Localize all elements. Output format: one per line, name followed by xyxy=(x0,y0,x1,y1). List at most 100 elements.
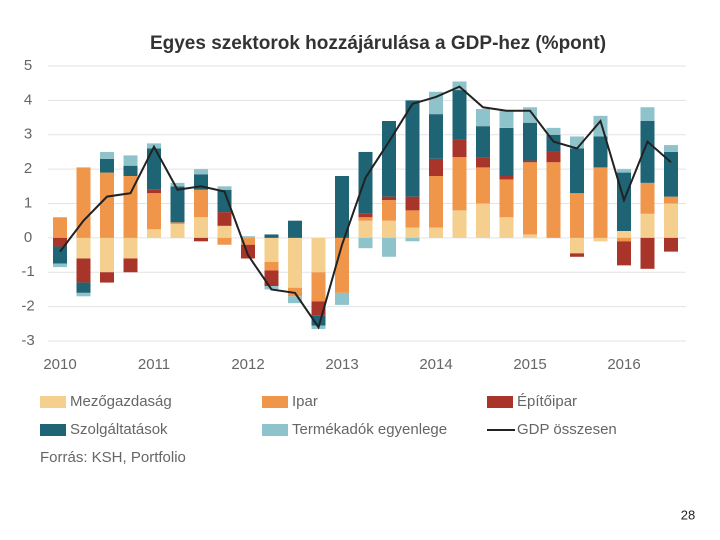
bar-segment xyxy=(194,189,208,218)
bar-segment xyxy=(194,169,208,175)
x-tick-label: 2012 xyxy=(231,356,264,373)
bar-segment xyxy=(499,176,514,180)
bar-segment xyxy=(53,246,67,264)
bar-segment xyxy=(664,151,678,197)
bar-segment xyxy=(429,227,443,238)
y-tick-label: -1 xyxy=(21,263,34,280)
bar-segment xyxy=(335,292,349,305)
x-tick-label: 2013 xyxy=(325,356,358,373)
y-tick-label: 1 xyxy=(24,194,32,211)
bar-segment xyxy=(288,220,302,238)
bar-segment xyxy=(570,253,584,257)
bar-segment xyxy=(264,234,279,238)
bar-segment xyxy=(405,210,420,228)
x-tick-label: 2011 xyxy=(138,356,170,373)
bar-segment xyxy=(523,160,537,163)
bar-segment xyxy=(147,229,161,238)
bar-segment xyxy=(123,155,138,166)
bar-segment xyxy=(358,217,373,221)
bar-segment xyxy=(264,237,279,262)
bar-segment xyxy=(170,186,185,223)
bar-segment xyxy=(76,237,91,259)
bar-segment xyxy=(264,270,279,286)
x-tick-label: 2015 xyxy=(513,356,546,373)
bar-segment xyxy=(288,296,302,304)
bar-segment xyxy=(499,127,514,176)
bar-segment xyxy=(147,189,161,194)
bar-segment xyxy=(664,237,678,252)
bar-segment xyxy=(593,167,608,238)
bar-segment xyxy=(570,237,584,254)
bar-segment xyxy=(382,121,396,197)
legend-label: GDP összesen xyxy=(517,421,617,438)
x-tick-label: 2014 xyxy=(419,356,452,373)
bar-segment xyxy=(123,237,138,259)
bar-segment xyxy=(664,203,678,238)
bar-segment xyxy=(405,100,420,197)
bar-segment xyxy=(264,261,279,271)
y-tick-label: 0 xyxy=(24,229,32,246)
bar-segment xyxy=(640,182,655,214)
bar-segment xyxy=(311,315,326,326)
bar-segment xyxy=(335,237,349,293)
bar-segment xyxy=(76,292,91,297)
bar-segment xyxy=(217,237,232,245)
y-tick-label: 3 xyxy=(24,126,32,143)
bar-segment xyxy=(123,165,138,176)
bar-segment xyxy=(452,139,467,158)
bar-segment xyxy=(429,114,443,159)
bar-segment xyxy=(593,136,608,168)
page-number: 28 xyxy=(681,507,695,522)
bar-segment xyxy=(100,172,114,238)
legend-swatch xyxy=(262,424,288,436)
bar-segment xyxy=(358,237,373,249)
y-tick-label: 2 xyxy=(24,160,32,177)
bar-segment xyxy=(617,169,631,173)
bar-segment xyxy=(640,237,655,269)
bar-segment xyxy=(499,110,514,128)
chart-title: Egyes szektorok hozzájárulása a GDP-hez … xyxy=(150,33,606,54)
bar-segment xyxy=(358,213,373,218)
bar-segment xyxy=(100,151,114,159)
bar-segment xyxy=(570,193,584,238)
bar-segment xyxy=(358,220,373,238)
y-tick-label: 4 xyxy=(24,91,32,108)
bar-segment xyxy=(523,162,537,235)
x-tick-label: 2016 xyxy=(607,356,640,373)
bar-segment xyxy=(640,213,655,238)
bar-segment xyxy=(452,210,467,238)
bar-segment xyxy=(311,237,326,273)
bar-segment xyxy=(452,90,467,140)
bar-segment xyxy=(664,196,678,204)
legend-label: Építőipar xyxy=(517,393,577,410)
legend-swatch xyxy=(487,396,513,408)
bar-segment xyxy=(217,186,232,190)
bar-segment xyxy=(100,237,114,273)
y-tick-label: -3 xyxy=(21,332,34,349)
y-tick-label: -2 xyxy=(21,298,34,315)
bar-segment xyxy=(76,167,91,238)
bar-segment xyxy=(358,151,373,214)
bar-segment xyxy=(53,217,67,238)
bar-segment xyxy=(170,222,185,225)
bar-segment xyxy=(429,158,443,176)
bar-segment xyxy=(476,108,490,127)
bar-segment xyxy=(476,157,490,168)
bar-segment xyxy=(546,151,561,163)
bar-segment xyxy=(382,200,396,221)
bar-segment xyxy=(194,237,208,242)
y-tick-label: 5 xyxy=(24,57,32,74)
bar-segment xyxy=(546,162,561,238)
legend-swatch xyxy=(40,396,66,408)
bar-segment xyxy=(476,203,490,238)
gdp-line xyxy=(59,85,672,330)
legend-swatch xyxy=(262,396,288,408)
bar-segment xyxy=(546,127,561,135)
bar-segment xyxy=(499,217,514,238)
legend-label: Mezőgazdaság xyxy=(70,393,172,410)
bar-segment xyxy=(523,107,537,123)
bar-segment xyxy=(640,121,655,183)
bar-segment xyxy=(617,241,631,266)
bar-segment xyxy=(241,236,255,238)
